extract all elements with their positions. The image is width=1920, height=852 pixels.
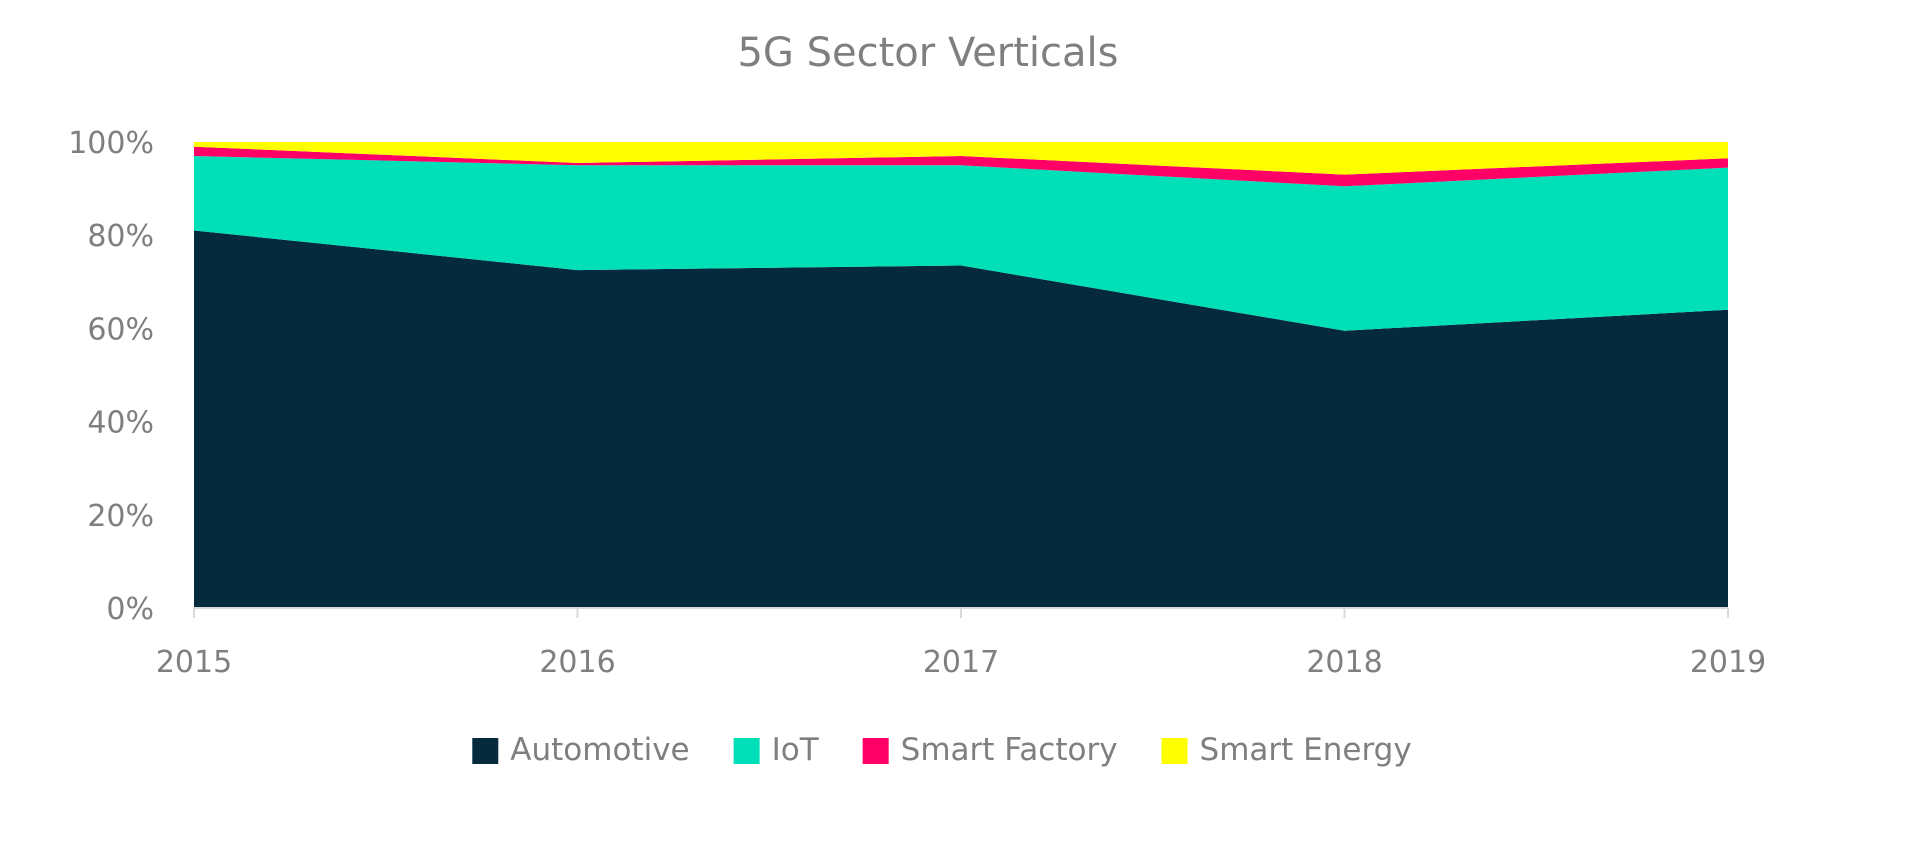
legend-swatch xyxy=(472,738,499,764)
legend-swatch xyxy=(733,738,760,764)
x-tick-label: 2018 xyxy=(1306,645,1382,680)
legend-item-automotive: Automotive xyxy=(472,732,690,768)
legend-label: Smart Factory xyxy=(901,732,1118,768)
legend-item-smart-energy: Smart Energy xyxy=(1161,732,1412,768)
plot-area xyxy=(194,142,1728,608)
y-tick-label: 80% xyxy=(87,219,154,254)
x-tick-label: 2015 xyxy=(156,645,232,680)
x-tick-label: 2016 xyxy=(539,645,615,680)
y-tick-label: 60% xyxy=(87,312,154,347)
x-tick-label: 2017 xyxy=(923,645,999,680)
legend-swatch xyxy=(862,738,889,764)
legend-label: IoT xyxy=(772,732,820,768)
area-smart-factory xyxy=(194,146,1728,187)
legend-item-iot: IoT xyxy=(733,732,820,768)
area-iot xyxy=(194,156,1728,331)
y-tick-label: 100% xyxy=(68,126,154,161)
legend: Automotive IoT Smart Factory Smart Energy xyxy=(472,732,1412,768)
legend-label: Automotive xyxy=(510,732,689,768)
y-tick-label: 0% xyxy=(106,592,154,627)
legend-label: Smart Energy xyxy=(1200,732,1412,768)
legend-item-smart-factory: Smart Factory xyxy=(862,732,1118,768)
y-tick-label: 40% xyxy=(87,406,154,441)
x-tick-label: 2019 xyxy=(1690,645,1766,680)
axes: 2015 2016 2017 2018 2019 0% 20% 40% 60% 80% 100% xyxy=(68,126,1766,680)
chart-title: 5G Sector Verticals xyxy=(737,30,1118,76)
area-smart-energy xyxy=(194,142,1728,175)
y-tick-label: 20% xyxy=(87,499,154,534)
area-automotive xyxy=(194,230,1728,608)
legend-swatch xyxy=(1161,738,1188,764)
